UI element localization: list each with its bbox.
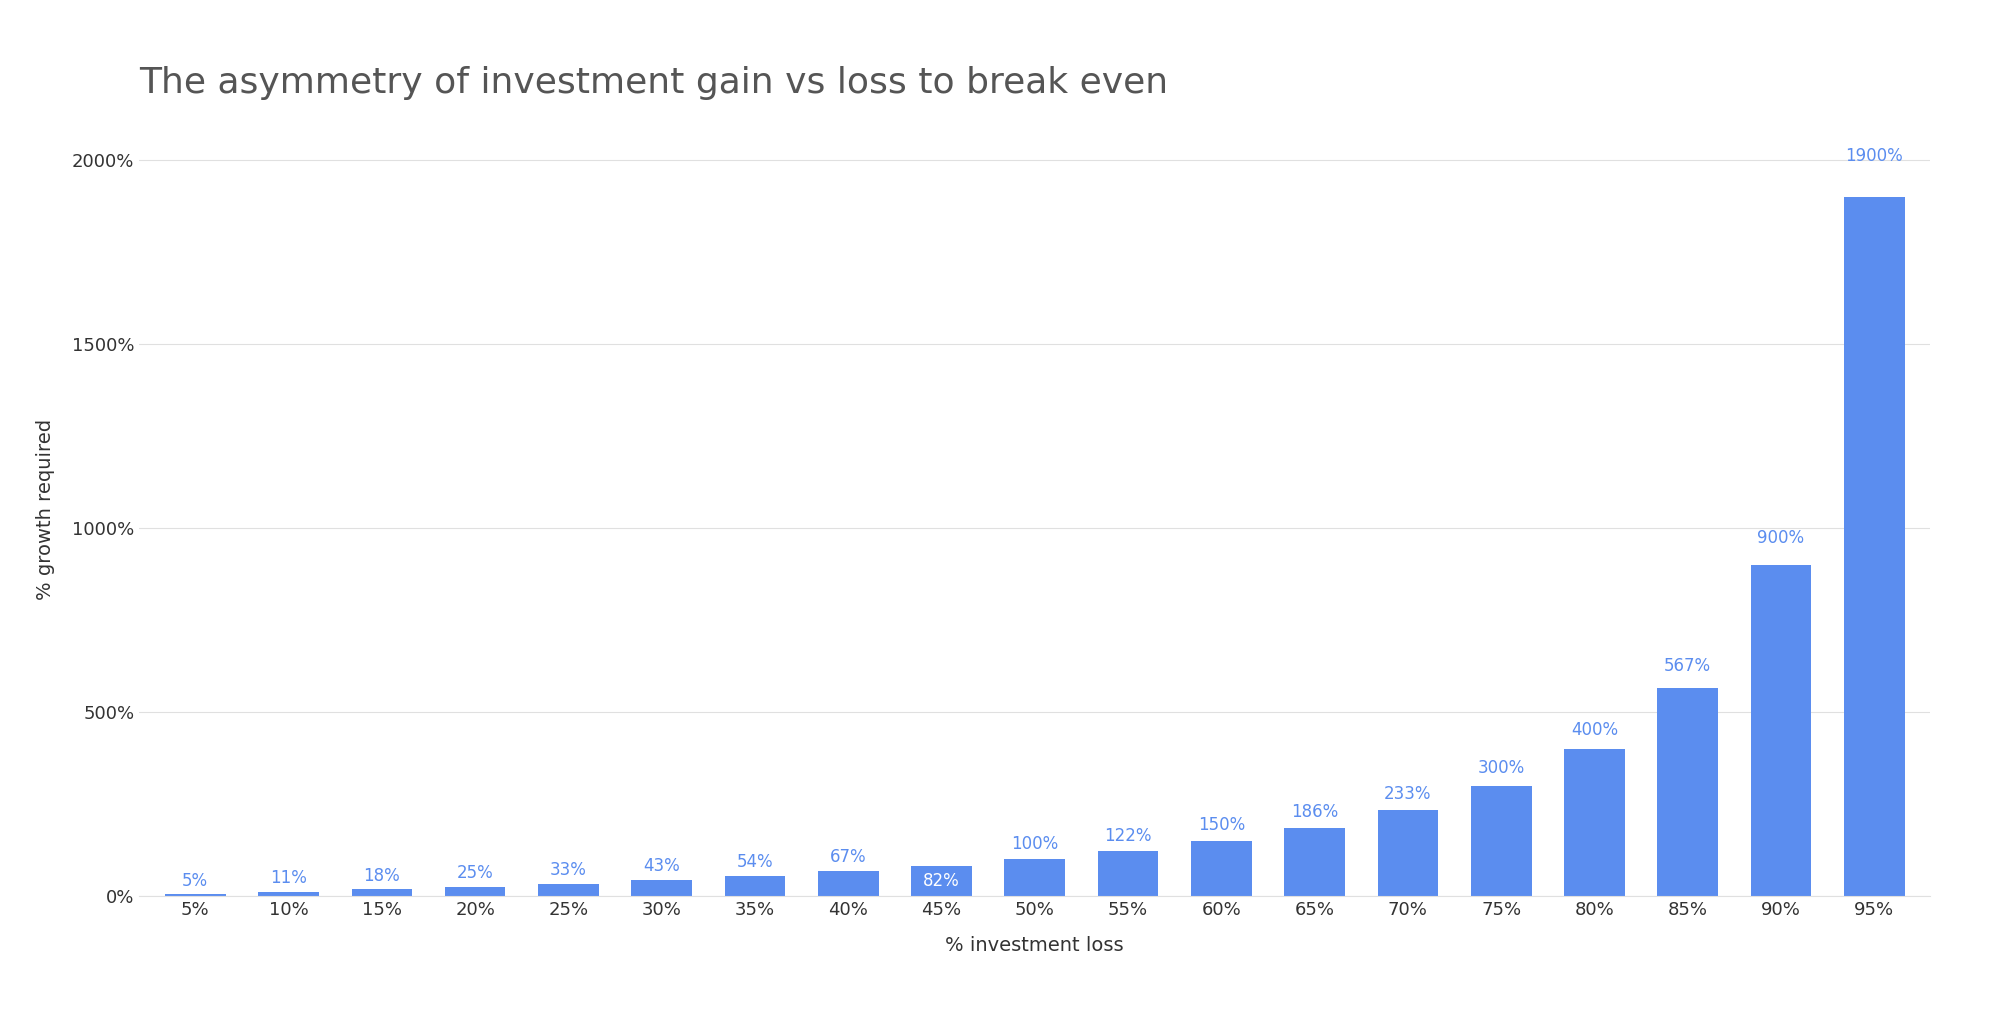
Bar [1470,786,1532,896]
Text: 100%: 100% [1010,835,1058,854]
Bar [911,866,971,896]
Y-axis label: % growth required: % growth required [36,419,56,600]
Bar [446,887,505,896]
Text: 567%: 567% [1663,657,1711,675]
Bar [724,877,786,896]
Text: 67%: 67% [829,848,865,866]
Text: 18%: 18% [364,867,400,885]
Bar [817,871,877,896]
Text: 82%: 82% [923,872,959,890]
Text: 900%: 900% [1756,529,1804,547]
Bar [631,881,692,896]
Bar [1750,565,1810,896]
Text: 400%: 400% [1569,721,1617,739]
Text: 5%: 5% [183,871,209,890]
Text: 33%: 33% [549,861,587,879]
Bar [1283,828,1345,896]
Bar [1844,197,1903,896]
Text: The asymmetry of investment gain vs loss to break even: The asymmetry of investment gain vs loss… [139,66,1168,100]
Text: 54%: 54% [736,853,774,871]
Bar [1191,840,1251,896]
Text: 1900%: 1900% [1844,147,1901,165]
Text: 11%: 11% [271,869,306,888]
Text: 25%: 25% [457,864,493,882]
Bar [352,890,412,896]
Text: 43%: 43% [642,857,680,875]
Bar [1004,859,1064,896]
X-axis label: % investment loss: % investment loss [945,935,1124,955]
Text: 186%: 186% [1291,802,1337,821]
Text: 122%: 122% [1104,827,1152,845]
Text: 300%: 300% [1478,759,1524,777]
Bar [1098,851,1158,896]
Bar [259,892,318,896]
Text: 233%: 233% [1384,785,1430,802]
Bar [537,884,599,896]
Bar [165,894,225,896]
Bar [1563,749,1623,896]
Bar [1657,688,1717,896]
Text: 150%: 150% [1197,817,1245,834]
Bar [1376,811,1438,896]
